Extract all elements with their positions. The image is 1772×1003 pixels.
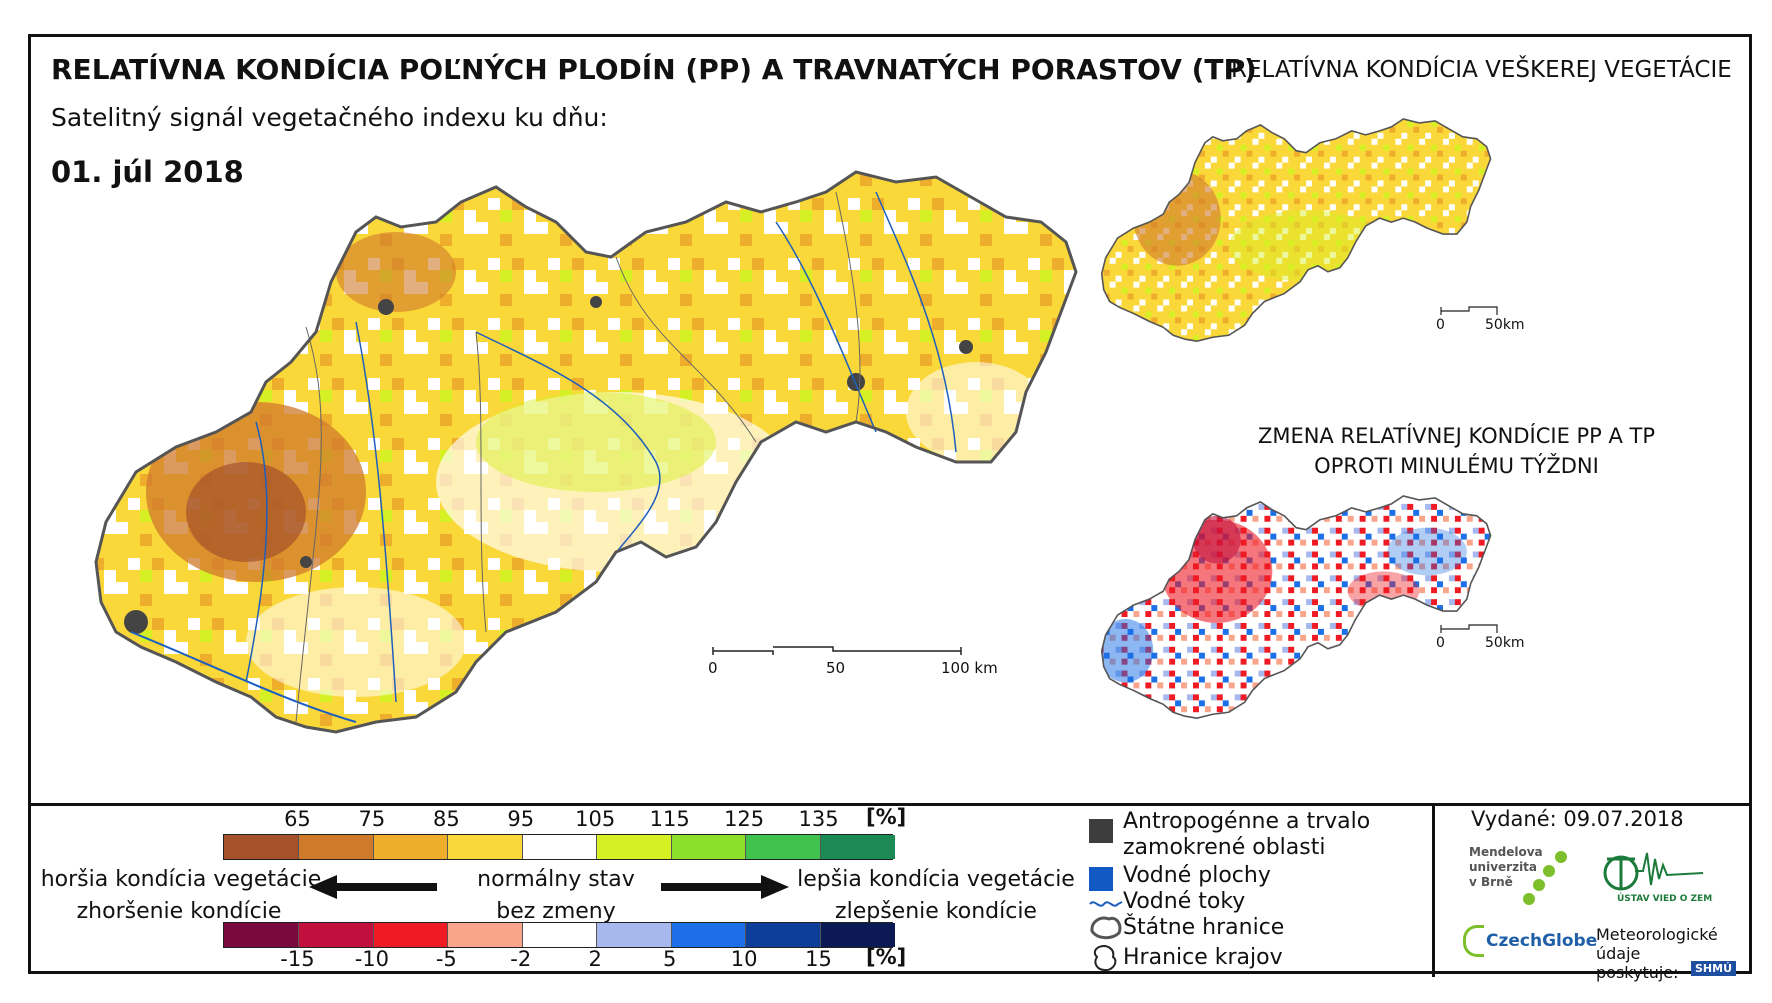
worsening-label: zhoršenie kondície <box>76 899 282 924</box>
condition-color-bar <box>223 834 895 860</box>
mendel-line-1: Mendelova <box>1469 845 1543 859</box>
weekly-change-title-line2: OPROTI MINULÉMU TÝŽDNI <box>1314 454 1599 478</box>
change-swatch-3 <box>447 923 523 947</box>
improvement-label: zlepšenie kondície <box>835 899 1037 924</box>
condition-tick-5: 115 <box>649 807 690 831</box>
mendel-university-logo: Mendelova univerzita v Brně <box>1469 845 1543 890</box>
condition-unit: [%] <box>866 805 907 829</box>
state-border-symbol <box>1090 916 1122 940</box>
weekly-change-title-line1: ZMENA RELATÍVNEJ KONDÍCIE PP A TP <box>1257 424 1656 448</box>
all-vegetation-title: RELATÍVNA KONDÍCIA VEŠKEREJ VEGETÁCIE <box>1231 57 1732 83</box>
condition-swatch-5 <box>596 835 672 859</box>
issued-date: Vydané: 09.07.2018 <box>1471 807 1684 831</box>
main-scale-50: 50 <box>826 659 846 677</box>
normal-state-label: normálny stav <box>477 867 635 892</box>
map-frame: RELATÍVNA KONDÍCIA POĽNÝCH PLODÍN (PP) A… <box>28 34 1752 982</box>
legend-divider <box>31 803 1749 806</box>
condition-swatch-0 <box>224 835 299 859</box>
condition-swatch-1 <box>298 835 374 859</box>
small-scale-bottom-0: 0 <box>1436 635 1445 651</box>
state-border-label: Štátne hranice <box>1123 915 1285 940</box>
better-condition-label: lepšia kondícia vegetácie <box>797 867 1075 892</box>
main-scale-100: 100 km <box>941 659 998 677</box>
change-tick-6: 10 <box>730 947 758 971</box>
change-swatch-0 <box>224 923 299 947</box>
region-border-label: Hranice krajov <box>1123 945 1283 970</box>
region-border-symbol <box>1093 945 1117 972</box>
change-swatch-5 <box>596 923 672 947</box>
change-swatch-8 <box>819 923 895 947</box>
main-scale-bar <box>712 646 962 655</box>
condition-tick-3: 95 <box>507 807 535 831</box>
condition-tick-4: 105 <box>575 807 616 831</box>
small-scale-bar-top <box>1440 306 1498 315</box>
ustav-text: ÚSTAV VIED O ZEMI <box>1617 892 1713 904</box>
right-arrow <box>661 875 789 899</box>
change-tick-2: -5 <box>435 947 457 971</box>
small-scale-bottom-50: 50km <box>1485 635 1525 651</box>
condition-tick-7: 135 <box>798 807 839 831</box>
no-change-label: bez zmeny <box>496 899 616 924</box>
change-unit: [%] <box>866 945 907 969</box>
change-swatch-6 <box>670 923 747 947</box>
condition-swatch-2 <box>372 835 449 859</box>
change-tick-5: 5 <box>662 947 677 971</box>
meteo-line-1: Meteorologické <box>1596 925 1718 944</box>
rivers-label: Vodné toky <box>1123 889 1246 914</box>
change-swatch-4 <box>521 923 598 947</box>
credits-divider <box>1432 803 1435 977</box>
condition-tick-0: 65 <box>284 807 311 831</box>
change-tick-7: 15 <box>805 947 832 971</box>
main-scale-0: 0 <box>708 659 718 677</box>
change-tick-4: 2 <box>588 947 602 971</box>
worse-condition-label: horšia kondícia vegetácie <box>40 867 322 892</box>
left-arrow <box>309 875 437 899</box>
water-bodies-swatch <box>1089 867 1113 891</box>
condition-tick-1: 75 <box>358 807 386 831</box>
change-tick-1: -10 <box>354 947 390 971</box>
condition-swatch-6 <box>670 835 747 859</box>
condition-swatch-8 <box>819 835 895 859</box>
czechglobe-arc-icon <box>1463 925 1484 957</box>
change-tick-0: -15 <box>280 947 315 971</box>
czechglobe-text: CzechGlobe <box>1486 931 1598 951</box>
condition-swatch-7 <box>745 835 821 859</box>
date-label: 01. júl 2018 <box>51 155 244 189</box>
ustav-vied-o-zemi-logo: ÚSTAV VIED O ZEMI <box>1603 852 1713 904</box>
rivers-symbol <box>1089 901 1123 907</box>
change-swatch-1 <box>298 923 374 947</box>
czechglobe-logo: CzechGlobe <box>1463 925 1597 957</box>
mendel-line-2: univerzita <box>1469 860 1538 874</box>
change-swatch-7 <box>745 923 821 947</box>
main-condition-map <box>94 170 1078 734</box>
meteo-data-provider: Meteorologické údaje poskytuje: <box>1596 925 1718 982</box>
anthropogenic-label-1: Antropogénne a trvalo <box>1123 809 1371 834</box>
all-vegetation-map <box>1100 118 1492 342</box>
mendel-dots-icon <box>1523 851 1567 905</box>
main-title: RELATÍVNA KONDÍCIA POĽNÝCH PLODÍN (PP) A… <box>51 53 1257 86</box>
anthropogenic-label-2: zamokrené oblasti <box>1123 835 1326 860</box>
small-scale-top-0: 0 <box>1436 317 1445 333</box>
change-color-bar <box>223 922 895 948</box>
condition-swatch-4 <box>521 835 598 859</box>
subtitle: Satelitný signál vegetačného indexu ku d… <box>51 103 608 132</box>
change-swatch-2 <box>372 923 449 947</box>
condition-tick-2: 85 <box>432 807 460 831</box>
change-tick-3: -2 <box>510 947 532 971</box>
condition-tick-6: 125 <box>724 807 765 831</box>
weekly-change-map <box>1100 495 1492 719</box>
shmu-logo: SHMÚ <box>1691 961 1737 976</box>
small-scale-top-50: 50km <box>1485 317 1525 333</box>
mendel-line-3: v Brně <box>1469 875 1513 889</box>
anthropogenic-swatch <box>1089 819 1113 843</box>
small-scale-bar-bottom <box>1440 624 1498 633</box>
meteo-line-2: údaje <box>1596 944 1641 963</box>
meteo-line-3: poskytuje: <box>1596 963 1679 982</box>
water-bodies-label: Vodné plochy <box>1123 863 1271 888</box>
condition-swatch-3 <box>447 835 523 859</box>
weekly-change-title: ZMENA RELATÍVNEJ KONDÍCIE PP A TP OPROTI… <box>1229 421 1684 481</box>
